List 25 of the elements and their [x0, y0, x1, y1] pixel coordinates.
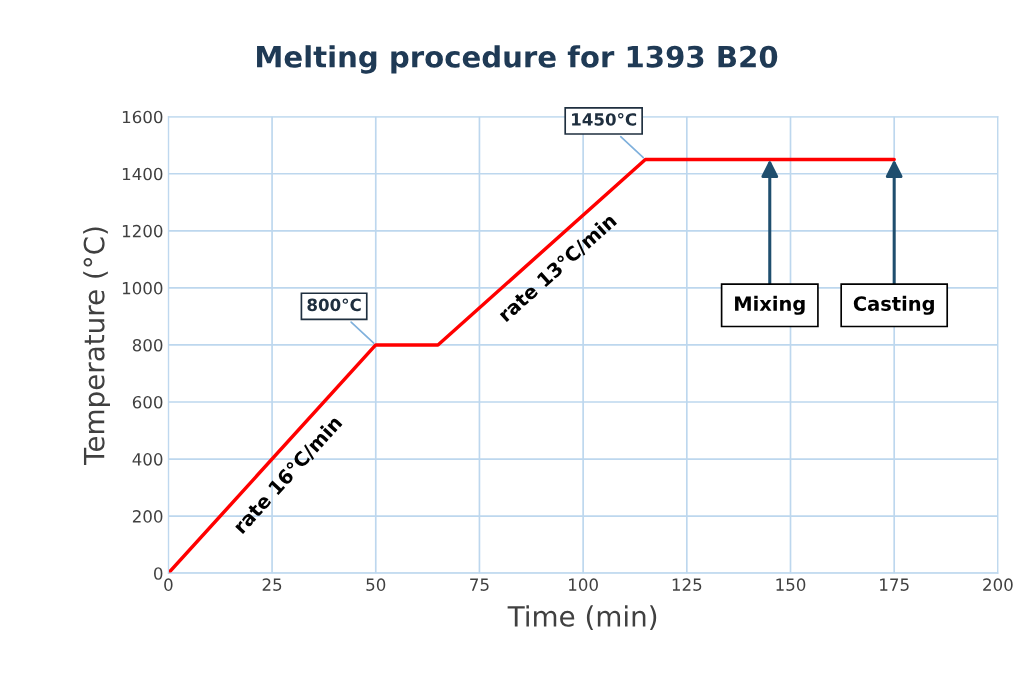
x-tick-label: 125: [672, 578, 702, 591]
y-tick-label: 200: [132, 510, 163, 523]
y-tick-label: 1200: [122, 224, 163, 238]
annotation: 1450°C: [572, 113, 637, 126]
y-tick-label: 800: [132, 338, 163, 352]
x-tick-label: 50: [366, 578, 386, 591]
chart-title: Melting procedure for 1393 B20: [257, 45, 778, 74]
x-tick-label: 25: [262, 578, 282, 591]
annotation: 800°C: [307, 298, 361, 312]
annotation: Casting: [853, 295, 934, 315]
annotation: Mixing: [735, 295, 805, 315]
x-tick-label: 75: [470, 578, 489, 591]
y-tick-label: 1600: [122, 110, 163, 124]
x-tick-label: 175: [880, 578, 909, 591]
y-tick-label: 0: [154, 567, 163, 580]
y-tick-label: 1000: [122, 281, 163, 295]
x-axis-title: Time (min): [507, 605, 657, 631]
x-tick-label: 150: [776, 578, 806, 591]
x-tick-label: 200: [983, 578, 1013, 591]
y-tick-label: 1400: [122, 167, 163, 181]
y-tick-label: 400: [132, 453, 163, 466]
y-axis-title: Temperature (°C): [83, 227, 110, 465]
x-tick-label: 0: [164, 578, 173, 591]
x-tick-label: 100: [569, 578, 598, 591]
y-tick-label: 600: [132, 395, 163, 409]
